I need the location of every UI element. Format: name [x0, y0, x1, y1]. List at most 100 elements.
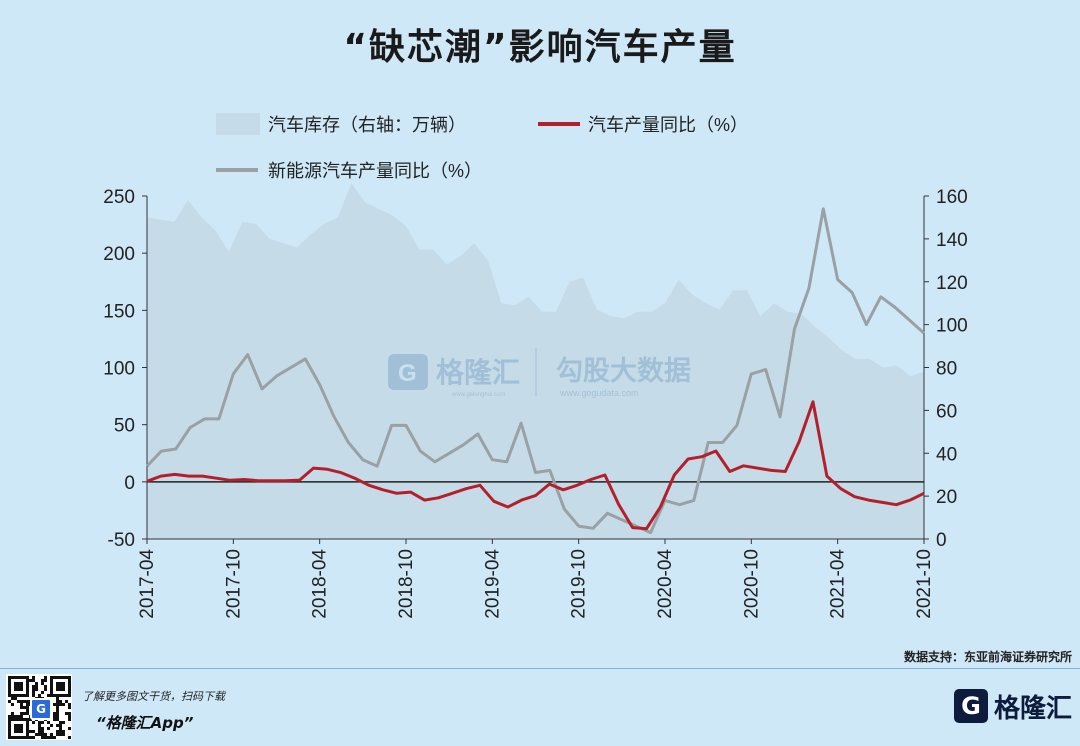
qr-module	[56, 697, 59, 700]
qr-module	[26, 691, 29, 694]
x-axis-tick-label: 2017-04	[137, 549, 158, 619]
qr-module	[26, 736, 29, 739]
inventory-area	[147, 183, 924, 539]
qr-module	[26, 709, 29, 712]
qr-module	[20, 715, 23, 718]
qr-module	[62, 685, 65, 688]
qr-module	[11, 736, 14, 739]
qr-module	[26, 682, 29, 685]
qr-module	[68, 718, 71, 721]
qr-module	[32, 676, 35, 679]
qr-module	[50, 676, 53, 679]
qr-module	[56, 730, 59, 733]
qr-module	[53, 715, 56, 718]
qr-module	[11, 694, 14, 697]
qr-module	[20, 688, 23, 691]
qr-module	[68, 703, 71, 706]
qr-module	[26, 718, 29, 721]
qr-module	[56, 694, 59, 697]
qr-module	[56, 703, 59, 706]
qr-code[interactable]: G	[6, 674, 72, 740]
qr-module	[17, 718, 20, 721]
qr-module	[41, 730, 44, 733]
source-note: 数据支持：东亚前海证券研究所	[903, 650, 1072, 664]
qr-module	[35, 682, 38, 685]
watermark-right-url: www.gogudata.com	[559, 388, 639, 398]
qr-module	[41, 682, 44, 685]
qr-module	[38, 727, 41, 730]
brand-name: 格隆汇	[993, 693, 1072, 724]
qr-module	[68, 685, 71, 688]
qr-module	[62, 694, 65, 697]
qr-module	[26, 706, 29, 709]
qr-module	[38, 733, 41, 736]
qr-module	[14, 727, 17, 730]
qr-module	[59, 727, 62, 730]
qr-module	[56, 715, 59, 718]
right-axis-tick-label: 80	[936, 359, 957, 380]
watermark-right-name: 勾股大数据	[556, 356, 691, 386]
qr-module	[26, 730, 29, 733]
plot-area: 250200150100500-501601401201008060402002…	[103, 183, 968, 619]
qr-module	[50, 694, 53, 697]
qr-module	[47, 694, 50, 697]
qr-module	[26, 721, 29, 724]
qr-module	[68, 688, 71, 691]
qr-module	[14, 694, 17, 697]
qr-module	[17, 676, 20, 679]
qr-module	[17, 727, 20, 730]
qr-module	[20, 724, 23, 727]
qr-module	[62, 688, 65, 691]
qr-module	[32, 691, 35, 694]
qr-module	[50, 682, 53, 685]
left-axis-tick-label: 200	[103, 244, 135, 265]
right-axis-tick-label: 20	[936, 487, 957, 508]
qr-module	[68, 682, 71, 685]
footer-app-name: “格隆汇App”	[96, 714, 194, 732]
qr-module	[26, 733, 29, 736]
left-axis-tick-label: 150	[103, 301, 135, 322]
auto-production-yoy-line	[146, 400, 925, 531]
qr-module	[8, 733, 11, 736]
qr-module	[59, 688, 62, 691]
qr-module	[14, 685, 17, 688]
qr-module	[17, 682, 20, 685]
qr-module	[17, 685, 20, 688]
qr-module	[20, 676, 23, 679]
x-axis-tick-label: 2020-10	[741, 549, 762, 619]
qr-module	[59, 703, 62, 706]
qr-module	[62, 703, 65, 706]
qr-module	[68, 736, 71, 739]
qr-module	[59, 733, 62, 736]
qr-module	[59, 730, 62, 733]
qr-module	[68, 679, 71, 682]
qr-module	[26, 724, 29, 727]
qr-module	[56, 682, 59, 685]
qr-module	[65, 700, 68, 703]
left-axis-tick-label: 100	[103, 359, 135, 380]
qr-module	[23, 700, 26, 703]
qr-module	[50, 688, 53, 691]
qr-module	[20, 694, 23, 697]
qr-module	[56, 685, 59, 688]
qr-module	[56, 718, 59, 721]
qr-module	[68, 706, 71, 709]
nev-production-yoy-line	[145, 207, 926, 535]
footer-tip: 了解更多图文干货，扫码下载	[82, 690, 225, 703]
left-axis-tick-label: -50	[108, 530, 135, 551]
qr-module	[59, 694, 62, 697]
qr-module	[38, 730, 41, 733]
qr-module	[32, 679, 35, 682]
qr-module	[8, 736, 11, 739]
qr-module	[50, 685, 53, 688]
qr-module	[65, 694, 68, 697]
legend-inventory-swatch	[216, 113, 260, 135]
right-axis-tick-label: 0	[936, 530, 947, 551]
page-title: “缺芯潮”影响汽车产量	[343, 27, 737, 68]
qr-module	[41, 736, 44, 739]
qr-module	[8, 700, 11, 703]
qr-module	[59, 676, 62, 679]
qr-module	[38, 724, 41, 727]
qr-module	[8, 688, 11, 691]
x-axis-tick-label: 2020-04	[655, 549, 676, 619]
